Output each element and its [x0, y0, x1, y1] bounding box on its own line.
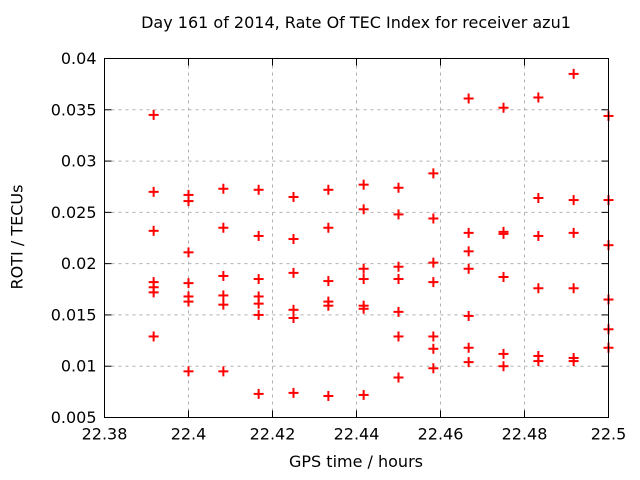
- svg-text:0.04: 0.04: [61, 49, 97, 68]
- data-point: [253, 388, 264, 399]
- data-point: [358, 263, 369, 274]
- data-point: [288, 234, 299, 245]
- data-point: [498, 228, 509, 239]
- data-point: [533, 283, 544, 294]
- data-point: [498, 361, 509, 372]
- data-point: [218, 222, 229, 233]
- svg-text:22.4: 22.4: [171, 425, 207, 444]
- data-point: [463, 246, 474, 257]
- data-point: [358, 274, 369, 285]
- svg-text:0.03: 0.03: [61, 152, 97, 171]
- svg-text:0.01: 0.01: [61, 357, 97, 376]
- data-point: [218, 183, 229, 194]
- data-point: [428, 277, 439, 288]
- data-point: [428, 213, 439, 224]
- data-point: [183, 366, 194, 377]
- x-axis-label: GPS time / hours: [289, 452, 423, 471]
- data-point: [393, 331, 404, 342]
- data-point: [288, 191, 299, 202]
- data-point: [393, 182, 404, 193]
- data-point: [568, 356, 579, 367]
- data-point: [218, 366, 229, 377]
- data-point: [463, 93, 474, 104]
- data-point: [323, 300, 334, 311]
- svg-text:0.035: 0.035: [51, 100, 97, 119]
- data-point: [148, 225, 159, 236]
- data-point: [358, 179, 369, 190]
- data-point: [463, 310, 474, 321]
- data-point: [323, 276, 334, 287]
- data-point: [393, 306, 404, 317]
- data-point: [253, 309, 264, 320]
- data-point: [183, 278, 194, 289]
- data-point: [393, 372, 404, 383]
- svg-text:0.005: 0.005: [51, 408, 97, 427]
- data-point: [393, 209, 404, 220]
- data-point: [428, 257, 439, 268]
- data-point: [148, 186, 159, 197]
- data-point: [498, 102, 509, 113]
- svg-text:22.44: 22.44: [334, 425, 380, 444]
- chart-title: Day 161 of 2014, Rate Of TEC Index for r…: [141, 13, 571, 32]
- data-point: [533, 230, 544, 241]
- data-point: [463, 263, 474, 274]
- data-point: [288, 313, 299, 324]
- data-point: [253, 274, 264, 285]
- data-point: [568, 195, 579, 206]
- data-point: [428, 168, 439, 179]
- svg-text:0.02: 0.02: [61, 254, 97, 273]
- data-point: [428, 363, 439, 374]
- data-point: [498, 271, 509, 282]
- data-point: [218, 270, 229, 281]
- data-point: [323, 184, 334, 195]
- svg-text:22.5: 22.5: [591, 425, 627, 444]
- svg-text:0.015: 0.015: [51, 305, 97, 324]
- data-point: [253, 230, 264, 241]
- svg-text:0.025: 0.025: [51, 203, 97, 222]
- svg-text:22.42: 22.42: [250, 425, 296, 444]
- data-point: [393, 274, 404, 285]
- data-point: [568, 227, 579, 238]
- data-point: [533, 356, 544, 367]
- svg-text:22.38: 22.38: [82, 425, 128, 444]
- data-point: [323, 222, 334, 233]
- data-point: [358, 389, 369, 400]
- data-point: [148, 331, 159, 342]
- data-point: [358, 204, 369, 215]
- data-point: [463, 342, 474, 353]
- data-point: [393, 261, 404, 272]
- data-point: [568, 68, 579, 79]
- data-point: [183, 247, 194, 258]
- data-point: [183, 196, 194, 207]
- data-point: [358, 303, 369, 314]
- data-point: [183, 296, 194, 307]
- data-point: [253, 184, 264, 195]
- svg-text:22.48: 22.48: [502, 425, 548, 444]
- data-point: [218, 290, 229, 301]
- data-point: [498, 348, 509, 359]
- data-point: [253, 298, 264, 309]
- data-point: [533, 192, 544, 203]
- data-point: [533, 92, 544, 103]
- data-point: [288, 387, 299, 398]
- data-point: [428, 343, 439, 354]
- svg-text:22.46: 22.46: [418, 425, 464, 444]
- data-point: [288, 267, 299, 278]
- data-point: [148, 109, 159, 120]
- data-point: [323, 390, 334, 401]
- data-point: [463, 227, 474, 238]
- data-point: [568, 283, 579, 294]
- data-point: [428, 331, 439, 342]
- data-point: [218, 299, 229, 310]
- data-point: [463, 357, 474, 368]
- data-point: [148, 287, 159, 298]
- plot-border: [104, 58, 609, 418]
